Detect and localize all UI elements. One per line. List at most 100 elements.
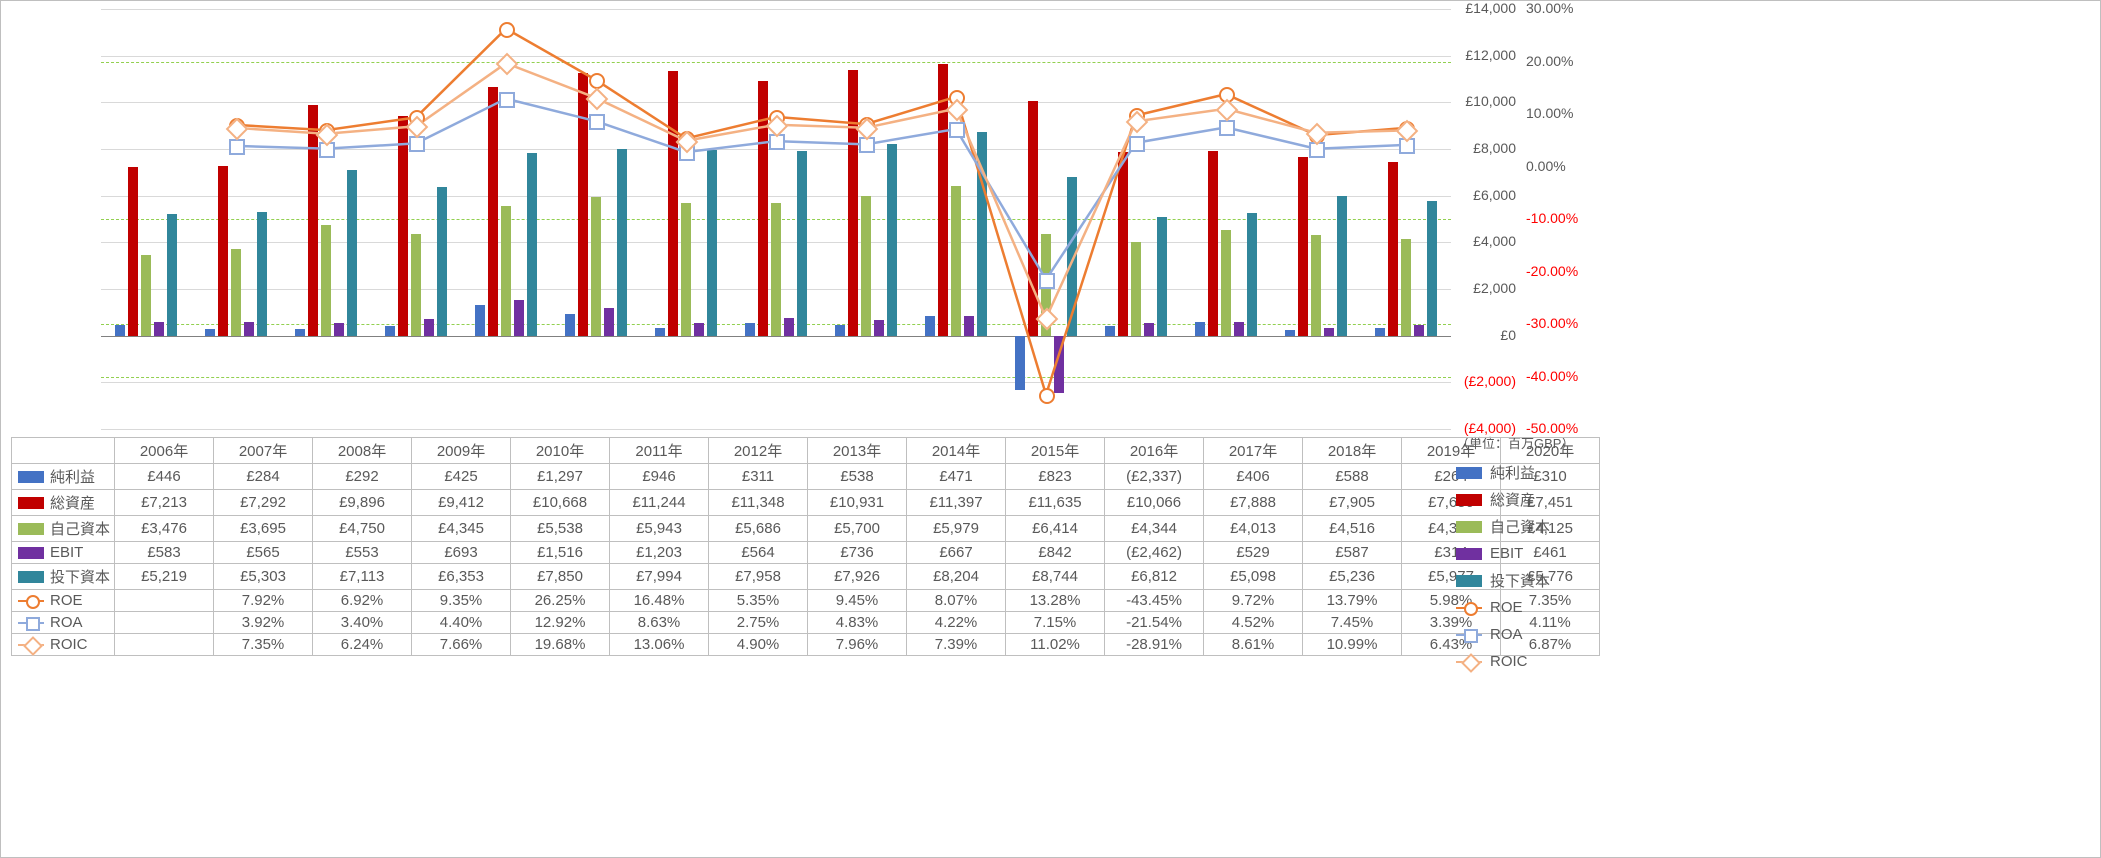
cell-ta: £7,292 [214,490,313,516]
year-header: 2018年 [1303,438,1402,464]
cell-roic: 7.66% [412,634,511,656]
cell-eq: £4,013 [1204,516,1303,542]
y1-tick: £12,000 [1456,47,1516,63]
cell-roa: 4.40% [412,612,511,634]
cell-ebit: £529 [1204,542,1303,564]
cell-roa: 3.92% [214,612,313,634]
cell-roic [115,634,214,656]
y2-tick: 30.00% [1526,0,1586,16]
cell-eq: £4,345 [412,516,511,542]
cell-ta: £10,668 [511,490,610,516]
cell-net: £471 [907,464,1006,490]
y2-tick: 10.00% [1526,105,1586,121]
year-header: 2016年 [1105,438,1204,464]
cell-net: £311 [709,464,808,490]
cell-eq: £6,414 [1006,516,1105,542]
cell-roe: -43.45% [1105,590,1204,612]
y1-tick: £2,000 [1456,280,1516,296]
cell-roic: 11.02% [1006,634,1105,656]
cell-roa: 7.15% [1006,612,1105,634]
cell-roa: 7.45% [1303,612,1402,634]
cell-net: £406 [1204,464,1303,490]
cell-roe: 16.48% [610,590,709,612]
cell-roic: 19.68% [511,634,610,656]
cell-ebit: £693 [412,542,511,564]
cell-ic: £8,204 [907,564,1006,590]
cell-roa: 8.63% [610,612,709,634]
cell-ic: £6,812 [1105,564,1204,590]
row-label-roe: .sw.line[style*='#ed7d31']::after{border… [12,590,115,612]
y2-tick: -10.00% [1526,210,1586,226]
cell-ebit: £583 [115,542,214,564]
marker-roe [1039,388,1055,404]
legend-eq: 自己資本 [1456,513,1550,540]
cell-ta: £7,213 [115,490,214,516]
cell-ebit: £587 [1303,542,1402,564]
cell-roa: 4.83% [808,612,907,634]
cell-roe: 5.35% [709,590,808,612]
year-header: 2007年 [214,438,313,464]
legend-ebit: EBIT [1456,540,1550,567]
year-header: 2013年 [808,438,907,464]
cell-eq: £4,516 [1303,516,1402,542]
cell-ebit: £842 [1006,542,1105,564]
marker-roa [1129,136,1145,152]
cell-roic: 4.90% [709,634,808,656]
cell-roe: 9.72% [1204,590,1303,612]
cell-ebit: £736 [808,542,907,564]
marker-roe [499,22,515,38]
cell-roic: 13.06% [610,634,709,656]
row-label-roa: .sw.line[style*='#8faadc']::after{border… [12,612,115,634]
cell-ta: £7,888 [1204,490,1303,516]
y2-tick: -20.00% [1526,263,1586,279]
cell-ic: £7,113 [313,564,412,590]
cell-ta: £10,066 [1105,490,1204,516]
cell-roic: 7.35% [214,634,313,656]
y1-tick: £6,000 [1456,187,1516,203]
cell-roe: 6.92% [313,590,412,612]
row-label-ic: 投下資本 [12,564,115,590]
cell-ebit: (£2,462) [1105,542,1204,564]
cell-eq: £3,476 [115,516,214,542]
cell-ic: £5,219 [115,564,214,590]
cell-eq: £4,344 [1105,516,1204,542]
row-label-ta: 総資産 [12,490,115,516]
cell-eq: £5,943 [610,516,709,542]
cell-ic: £7,994 [610,564,709,590]
cell-ebit: £565 [214,542,313,564]
legend-ta: 総資産 [1456,486,1550,513]
cell-roe: 8.07% [907,590,1006,612]
year-header: 2006年 [115,438,214,464]
year-header: 2014年 [907,438,1006,464]
year-header: 2008年 [313,438,412,464]
marker-roa [1219,120,1235,136]
cell-roe: 26.25% [511,590,610,612]
y2-tick: 0.00% [1526,158,1586,174]
cell-roic: 7.39% [907,634,1006,656]
row-label-ebit: EBIT [12,542,115,564]
y1-tick: £14,000 [1456,0,1516,16]
cell-ic: £7,958 [709,564,808,590]
cell-roa: -21.54% [1105,612,1204,634]
cell-roic: 10.99% [1303,634,1402,656]
year-header: 2009年 [412,438,511,464]
cell-ic: £5,303 [214,564,313,590]
marker-roa [409,136,425,152]
y1-tick: £4,000 [1456,233,1516,249]
marker-roe [589,73,605,89]
cell-roic: -28.91% [1105,634,1204,656]
cell-ta: £11,244 [610,490,709,516]
cell-ic: £5,236 [1303,564,1402,590]
y1-tick: £10,000 [1456,93,1516,109]
cell-ta: £11,348 [709,490,808,516]
cell-net: £946 [610,464,709,490]
cell-net: £425 [412,464,511,490]
year-header: 2015年 [1006,438,1105,464]
marker-roa [589,114,605,130]
cell-net: (£2,337) [1105,464,1204,490]
cell-roe: 13.28% [1006,590,1105,612]
cell-eq: £5,700 [808,516,907,542]
cell-roa: 4.52% [1204,612,1303,634]
cell-ic: £7,926 [808,564,907,590]
cell-roa: 12.92% [511,612,610,634]
